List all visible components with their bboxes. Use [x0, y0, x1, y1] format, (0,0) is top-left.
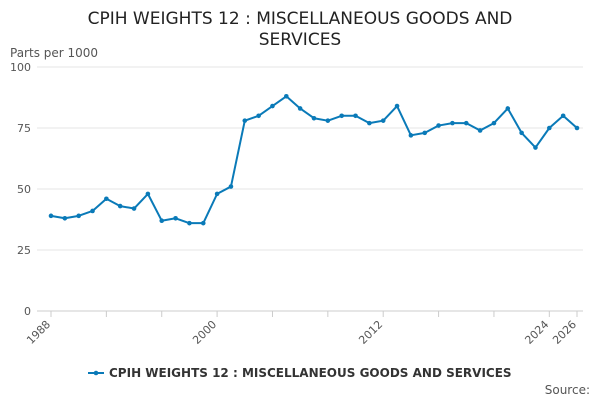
y-tick-label: 0 [24, 305, 31, 318]
y-tick-label: 25 [17, 244, 31, 257]
data-point[interactable] [131, 206, 137, 211]
y-tick-label: 100 [10, 61, 31, 74]
data-point[interactable] [256, 113, 261, 119]
data-point[interactable] [422, 130, 428, 136]
data-point[interactable] [394, 103, 400, 109]
x-tick-label: 2024 [522, 318, 551, 347]
data-point[interactable] [367, 120, 372, 126]
x-tick-label: 2012 [356, 318, 385, 347]
gridlines [37, 66, 583, 251]
chart-title-line-1: CPIH WEIGHTS 12 : MISCELLANEOUS GOODS AN… [88, 9, 513, 29]
series-line [50, 95, 578, 225]
series-layer [48, 93, 580, 226]
y-tick-label: 75 [17, 122, 31, 135]
data-point[interactable] [214, 191, 220, 197]
data-point[interactable] [297, 106, 303, 111]
data-point[interactable] [408, 133, 414, 138]
data-point[interactable] [228, 184, 234, 189]
data-point[interactable] [339, 113, 344, 119]
data-point[interactable] [284, 93, 289, 99]
y-axis-label: Parts per 1000 [10, 46, 98, 60]
data-point[interactable] [48, 213, 54, 219]
legend-swatch-point [93, 370, 99, 376]
data-point[interactable] [187, 220, 192, 226]
data-point[interactable] [159, 218, 165, 224]
x-tick-label: 2026 [550, 318, 579, 347]
data-point[interactable] [463, 120, 469, 126]
data-point[interactable] [270, 103, 275, 109]
data-point[interactable] [104, 196, 109, 202]
data-point[interactable] [311, 115, 317, 121]
data-point[interactable] [450, 120, 455, 126]
data-point[interactable] [547, 125, 552, 131]
data-point[interactable] [436, 123, 441, 128]
data-point[interactable] [200, 220, 206, 226]
data-point[interactable] [90, 208, 95, 214]
data-point[interactable] [353, 113, 358, 119]
x-tick-label: 1988 [24, 318, 53, 347]
data-point[interactable] [76, 213, 81, 219]
data-point[interactable] [505, 106, 511, 111]
data-point[interactable] [477, 128, 483, 133]
data-point[interactable] [533, 145, 538, 150]
x-tick-label: 2000 [190, 318, 219, 347]
data-point[interactable] [145, 191, 151, 197]
data-point[interactable] [380, 118, 386, 123]
chart-title-line-2: SERVICES [259, 30, 341, 50]
data-point[interactable] [242, 118, 248, 123]
legend[interactable]: CPIH WEIGHTS 12 : MISCELLANEOUS GOODS AN… [88, 366, 512, 380]
source-label: Source: [545, 383, 590, 397]
data-point[interactable] [560, 113, 566, 119]
data-point[interactable] [62, 215, 68, 221]
data-point[interactable] [325, 118, 331, 123]
data-point[interactable] [173, 215, 178, 221]
data-point[interactable] [491, 120, 497, 126]
data-point[interactable] [117, 203, 123, 209]
data-point[interactable] [574, 125, 580, 131]
y-tick-label: 50 [17, 183, 31, 196]
data-point[interactable] [519, 130, 524, 136]
legend-item-label[interactable]: CPIH WEIGHTS 12 : MISCELLANEOUS GOODS AN… [109, 366, 512, 380]
